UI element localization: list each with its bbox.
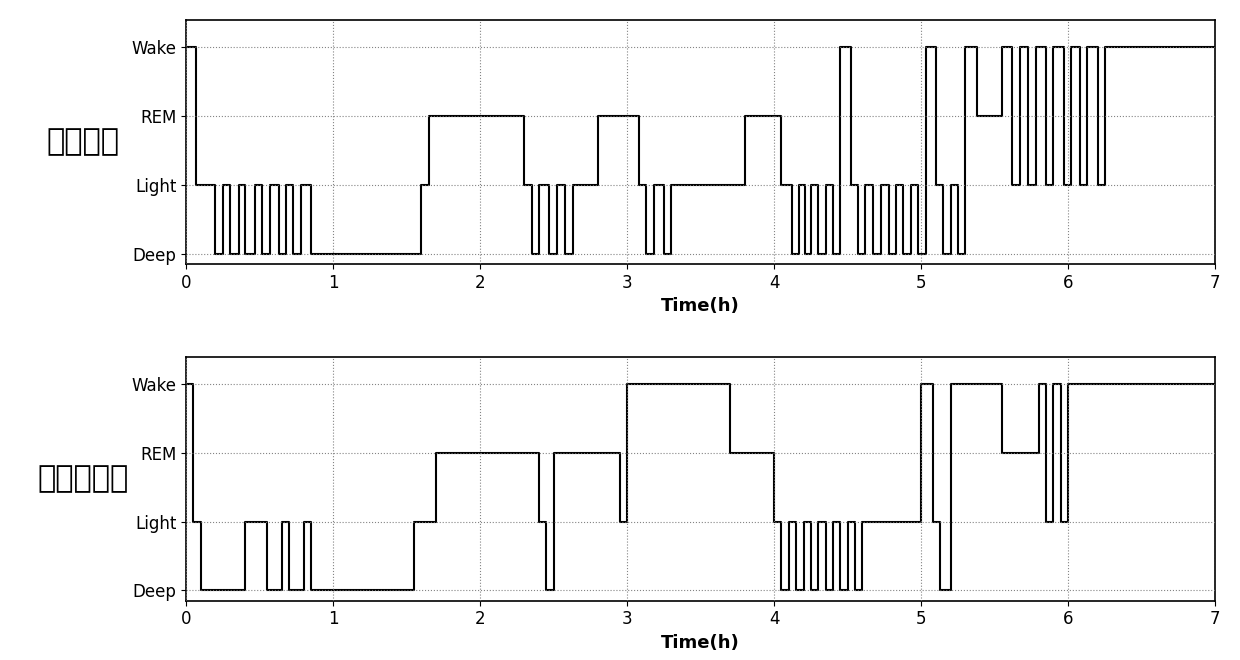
X-axis label: Time(h): Time(h) [661,297,740,315]
Text: 医生标注: 医生标注 [47,127,119,156]
X-axis label: Time(h): Time(h) [661,634,740,652]
Text: 本发明方法: 本发明方法 [37,464,129,493]
